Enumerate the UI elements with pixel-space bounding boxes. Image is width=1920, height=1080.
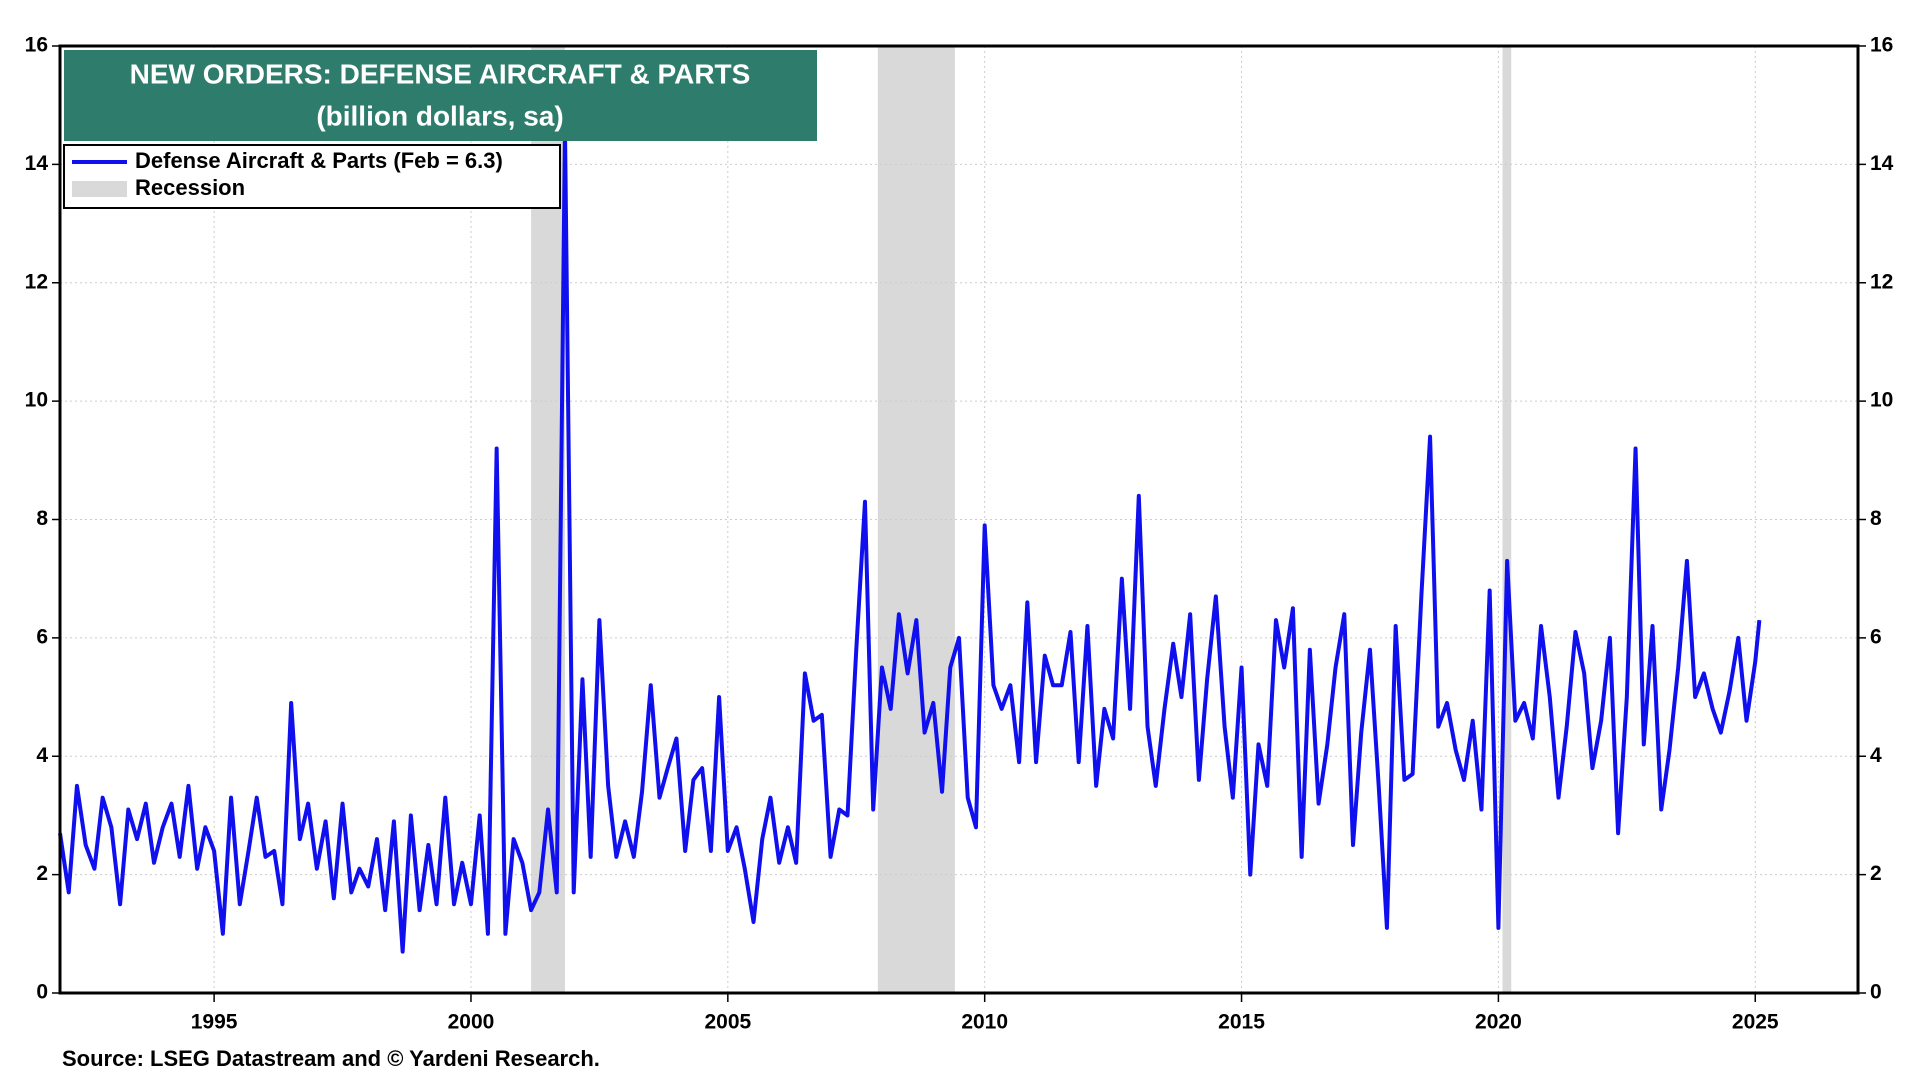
legend-swatch: [72, 181, 127, 197]
y-tick-label: 8: [36, 507, 48, 530]
y2-tick-label: 8: [1870, 507, 1882, 530]
y-tick-label: 0: [36, 981, 48, 1004]
x-tick-label: 2005: [704, 1011, 751, 1034]
y-tick-label: 12: [25, 270, 48, 293]
x-tick-label: 2015: [1218, 1011, 1265, 1034]
y2-tick-label: 10: [1870, 389, 1893, 412]
y2-tick-label: 14: [1870, 152, 1894, 175]
x-tick-label: 2025: [1732, 1011, 1779, 1034]
source-note: Source: LSEG Datastream and © Yardeni Re…: [62, 1046, 600, 1071]
x-tick-label: 2020: [1475, 1011, 1522, 1034]
chart-subtitle: (billion dollars, sa): [316, 100, 563, 131]
y-tick-label: 14: [25, 152, 49, 175]
y-tick-label: 10: [25, 389, 48, 412]
x-tick-label: 1995: [191, 1011, 238, 1034]
y-tick-label: 16: [25, 34, 48, 57]
y-tick-label: 6: [36, 625, 48, 648]
y2-tick-label: 16: [1870, 34, 1893, 57]
y2-tick-label: 12: [1870, 270, 1893, 293]
title-box: [64, 50, 817, 141]
y2-tick-label: 4: [1870, 744, 1882, 767]
y-tick-label: 4: [36, 744, 48, 767]
y2-tick-label: 6: [1870, 625, 1882, 648]
y2-tick-label: 2: [1870, 862, 1882, 885]
legend-box: [63, 144, 561, 209]
legend-label: Defense Aircraft & Parts (Feb = 6.3): [135, 148, 503, 173]
y-tick-label: 2: [36, 862, 48, 885]
y2-tick-label: 0: [1870, 981, 1882, 1004]
legend-label: Recession: [135, 175, 245, 200]
chart-title: NEW ORDERS: DEFENSE AIRCRAFT & PARTS: [130, 58, 751, 89]
plot-frame: [58, 44, 1860, 995]
x-tick-label: 2010: [961, 1011, 1008, 1034]
data-line: [58, 126, 1762, 954]
x-tick-label: 2000: [448, 1011, 495, 1034]
